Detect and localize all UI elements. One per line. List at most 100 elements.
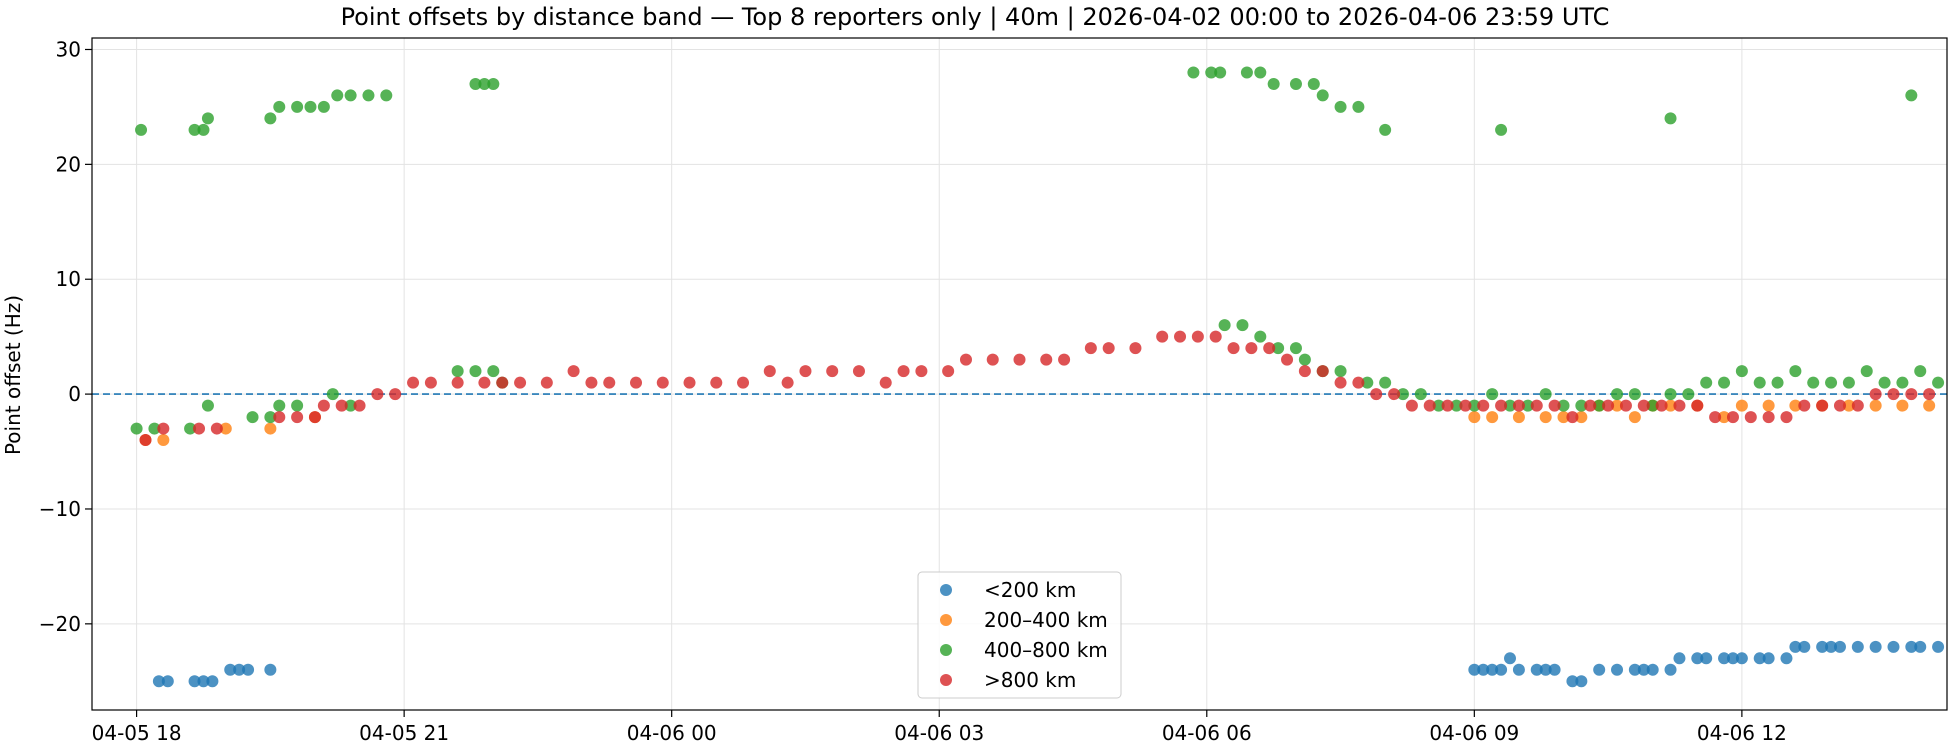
scatter-point — [291, 411, 304, 424]
scatter-point — [1869, 388, 1882, 401]
scatter-point — [781, 376, 794, 389]
scatter-point — [1334, 365, 1347, 378]
scatter-point — [1388, 388, 1401, 401]
scatter-point — [1611, 399, 1624, 412]
scatter-point — [1914, 640, 1927, 653]
scatter-point — [188, 675, 201, 688]
scatter-point — [1602, 399, 1615, 412]
scatter-point — [1156, 330, 1169, 343]
scatter-point — [1664, 112, 1677, 125]
scatter-point — [1878, 376, 1891, 389]
scatter-point — [1762, 399, 1775, 412]
scatter-point — [1334, 376, 1347, 389]
scatter-point — [1512, 663, 1525, 676]
y-tick-label: −20 — [39, 612, 81, 636]
scatter-point — [469, 77, 482, 90]
scatter-point — [879, 376, 892, 389]
scatter-point — [1798, 640, 1811, 653]
scatter-point — [1780, 652, 1793, 665]
scatter-point — [1236, 319, 1249, 332]
scatter-point — [1914, 365, 1927, 378]
scatter-point — [1530, 399, 1543, 412]
scatter-point — [1807, 376, 1820, 389]
scatter-point — [188, 123, 201, 136]
scatter-point — [1753, 652, 1766, 665]
scatter-point — [1289, 77, 1302, 90]
scatter-point — [1361, 376, 1374, 389]
scatter-point — [1718, 376, 1731, 389]
scatter-point — [184, 422, 197, 435]
scatter-point — [1240, 66, 1253, 79]
scatter-point — [1495, 399, 1508, 412]
scatter-point — [264, 411, 277, 424]
x-tick-label: 04-06 00 — [627, 721, 717, 745]
scatter-point — [246, 411, 259, 424]
scatter-point — [1753, 376, 1766, 389]
scatter-point — [1816, 640, 1829, 653]
scatter-point — [1842, 376, 1855, 389]
scatter-point — [1619, 399, 1632, 412]
legend-marker — [940, 674, 952, 686]
scatter-point — [424, 376, 437, 389]
scatter-point — [1352, 376, 1365, 389]
scatter-point — [1575, 399, 1588, 412]
scatter-point — [1628, 411, 1641, 424]
legend-marker — [940, 584, 952, 596]
scatter-point — [763, 365, 776, 378]
scatter-point — [1771, 376, 1784, 389]
scatter-point — [603, 376, 616, 389]
scatter-point — [1584, 399, 1597, 412]
scatter-point — [1700, 652, 1713, 665]
scatter-point — [1566, 411, 1579, 424]
x-tick-label: 04-05 18 — [92, 721, 182, 745]
scatter-point — [478, 77, 491, 90]
scatter-point — [1298, 365, 1311, 378]
scatter-point — [139, 434, 152, 447]
scatter-point — [1664, 388, 1677, 401]
scatter-point — [1557, 399, 1570, 412]
scatter-point — [826, 365, 839, 378]
scatter-point — [959, 353, 972, 366]
scatter-point — [210, 422, 223, 435]
scatter-point — [487, 77, 500, 90]
scatter-point — [304, 100, 317, 113]
scatter-point — [1646, 399, 1659, 412]
scatter-point — [1700, 376, 1713, 389]
scatter-point — [161, 675, 174, 688]
scatter-point — [1084, 342, 1097, 355]
scatter-point — [1798, 399, 1811, 412]
y-axis-label: Point offset (Hz) — [1, 295, 25, 455]
scatter-point — [1405, 399, 1418, 412]
scatter-point — [737, 376, 750, 389]
scatter-point — [1512, 399, 1525, 412]
scatter-point — [1486, 411, 1499, 424]
scatter-point — [1762, 652, 1775, 665]
scatter-point — [1102, 342, 1115, 355]
scatter-point — [1548, 399, 1561, 412]
scatter-point — [1637, 399, 1650, 412]
scatter-point — [585, 376, 598, 389]
x-tick-label: 04-06 12 — [1697, 721, 1787, 745]
scatter-point — [852, 365, 865, 378]
scatter-point — [1316, 365, 1329, 378]
scatter-point — [1896, 399, 1909, 412]
scatter-point — [273, 411, 286, 424]
scatter-point — [1396, 388, 1409, 401]
series-1 — [139, 399, 1936, 447]
scatter-point — [1548, 663, 1561, 676]
x-tick-label: 04-06 09 — [1429, 721, 1519, 745]
axes-layer — [91, 37, 1948, 711]
scatter-point — [335, 399, 348, 412]
scatter-point — [1352, 100, 1365, 113]
chart-title: Point offsets by distance band — Top 8 r… — [341, 3, 1610, 31]
scatter-point — [371, 388, 384, 401]
scatter-point — [1459, 399, 1472, 412]
x-tick-label: 04-06 06 — [1162, 721, 1252, 745]
scatter-point — [1477, 663, 1490, 676]
scatter-point — [1673, 652, 1686, 665]
scatter-point — [242, 663, 255, 676]
legend-label: >800 km — [984, 668, 1076, 692]
scatter-point — [197, 123, 210, 136]
scatter-point — [1762, 411, 1775, 424]
scatter-point — [942, 365, 955, 378]
